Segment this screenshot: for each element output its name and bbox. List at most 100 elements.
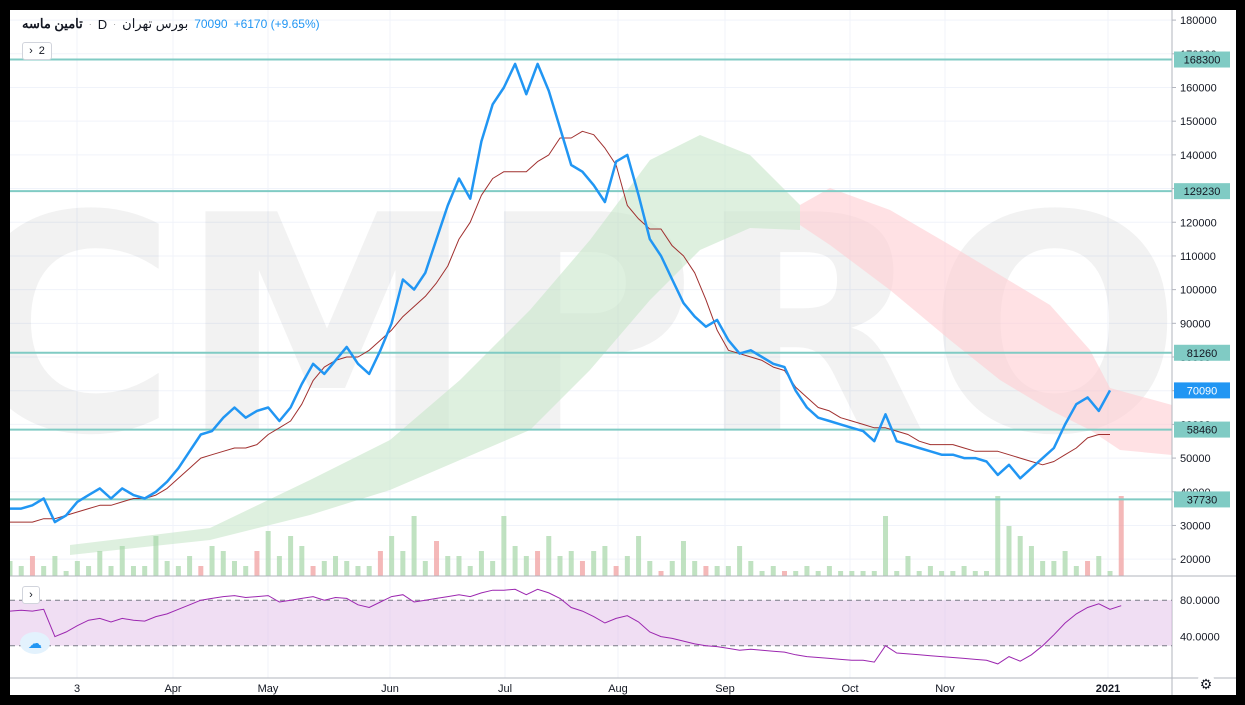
volume-bar	[108, 566, 114, 576]
volume-bar	[434, 541, 440, 576]
volume-bar	[119, 546, 125, 576]
volume-bar	[445, 556, 451, 576]
volume-bar	[422, 561, 428, 576]
cloud-logo-icon: ☁	[28, 634, 42, 651]
chart-header: تامین ماسه · D · بورس تهران 70090 +6170 …	[22, 16, 320, 32]
level-tag-label: 168300	[1184, 55, 1221, 67]
chevron-right-icon: ›	[29, 589, 33, 601]
volume-bar	[1051, 561, 1057, 576]
volume-bar	[972, 571, 978, 576]
volume-bar	[737, 546, 743, 576]
x-tick-label: Nov	[935, 683, 955, 695]
volume-bar	[512, 546, 518, 576]
volume-bar	[1118, 496, 1124, 576]
volume-bar	[198, 566, 204, 576]
volume-bar	[366, 566, 372, 576]
volume-bar	[63, 571, 69, 576]
y-tick-label: 110000	[1180, 251, 1216, 263]
volume-bar	[355, 566, 361, 576]
x-tick-label: Jul	[498, 683, 512, 695]
volume-bar	[52, 556, 58, 576]
logo-button[interactable]: ☁	[20, 632, 50, 654]
volume-bar	[546, 536, 552, 576]
volume-bar	[209, 546, 215, 576]
volume-bar	[781, 571, 787, 576]
volume-bar	[456, 556, 462, 576]
x-tick-label: Apr	[164, 683, 181, 695]
volume-bar	[254, 551, 260, 576]
volume-bar	[288, 536, 294, 576]
volume-bar	[804, 566, 810, 576]
volume-bar	[725, 566, 731, 576]
y-tick-label: 20000	[1180, 554, 1211, 566]
volume-bar	[770, 566, 776, 576]
volume-bar	[86, 566, 92, 576]
volume-bar	[97, 551, 103, 576]
settings-button[interactable]: ⚙	[1198, 676, 1214, 692]
volume-bar	[658, 571, 664, 576]
volume-bar	[411, 516, 417, 576]
y-tick-label: 120000	[1180, 217, 1217, 229]
level-tag	[1174, 344, 1230, 361]
chart-frame: CMPRO18000017000016000015000014000013000…	[10, 10, 1236, 695]
price-change: +6170 (+9.65%)	[233, 17, 320, 31]
collapse-indicators-button[interactable]: › 2	[22, 42, 52, 60]
cloud-bullish	[70, 135, 800, 555]
volume-bar	[389, 536, 395, 576]
volume-bar	[579, 561, 585, 576]
indicator-count: 2	[38, 45, 45, 57]
volume-bar	[950, 571, 956, 576]
separator-dot: ·	[113, 19, 117, 29]
y-tick-label: 140000	[1180, 150, 1217, 162]
symbol-name[interactable]: تامین ماسه	[22, 16, 83, 31]
y-tick-label: 100000	[1180, 285, 1217, 297]
level-tag	[1174, 491, 1230, 508]
volume-bar	[400, 551, 406, 576]
volume-bar	[871, 571, 877, 576]
price-line	[10, 62, 1112, 524]
volume-bar	[231, 561, 237, 576]
price-chart[interactable]: CMPRO18000017000016000015000014000013000…	[10, 10, 1236, 695]
rsi-line	[10, 588, 1122, 665]
volume-bar	[1085, 561, 1091, 576]
last-price-tag-label: 70090	[1187, 385, 1218, 397]
volume-bar	[29, 556, 35, 576]
volume-bar	[602, 546, 608, 576]
timeframe[interactable]: D	[97, 16, 108, 32]
volume-bar	[187, 556, 193, 576]
volume-bar	[905, 556, 911, 576]
volume-bar	[276, 556, 282, 576]
volume-bar	[310, 566, 316, 576]
level-tag-label: 129230	[1184, 186, 1221, 198]
volume-bar	[849, 571, 855, 576]
volume-bar	[568, 551, 574, 576]
volume-bar	[142, 566, 148, 576]
x-tick-label: Sep	[715, 683, 735, 695]
volume-bar	[995, 496, 1001, 576]
volume-bar	[636, 536, 642, 576]
y-tick-label: 90000	[1180, 318, 1211, 330]
volume-bar	[164, 561, 170, 576]
x-tick-label: Oct	[841, 683, 858, 695]
volume-bar	[815, 571, 821, 576]
volume-bar	[748, 561, 754, 576]
volume-bar	[714, 566, 720, 576]
y-tick-label: 30000	[1180, 520, 1211, 532]
volume-bar	[759, 571, 765, 576]
rsi-pane-toggle-button[interactable]: ›	[22, 586, 40, 604]
volume-bar	[647, 561, 653, 576]
level-tag-label: 81260	[1187, 348, 1218, 360]
volume-bar	[692, 561, 698, 576]
volume-bar	[826, 566, 832, 576]
volume-bar	[1017, 536, 1023, 576]
volume-bar	[927, 566, 933, 576]
moving-average-line	[10, 130, 1110, 523]
volume-bar	[916, 571, 922, 576]
y-tick-label: 150000	[1180, 116, 1217, 128]
volume-bar	[680, 541, 686, 576]
volume-bar	[793, 571, 799, 576]
volume-bar	[523, 556, 529, 576]
volume-bar	[490, 561, 496, 576]
level-tag	[1174, 51, 1230, 68]
volume-bar	[1006, 526, 1012, 576]
